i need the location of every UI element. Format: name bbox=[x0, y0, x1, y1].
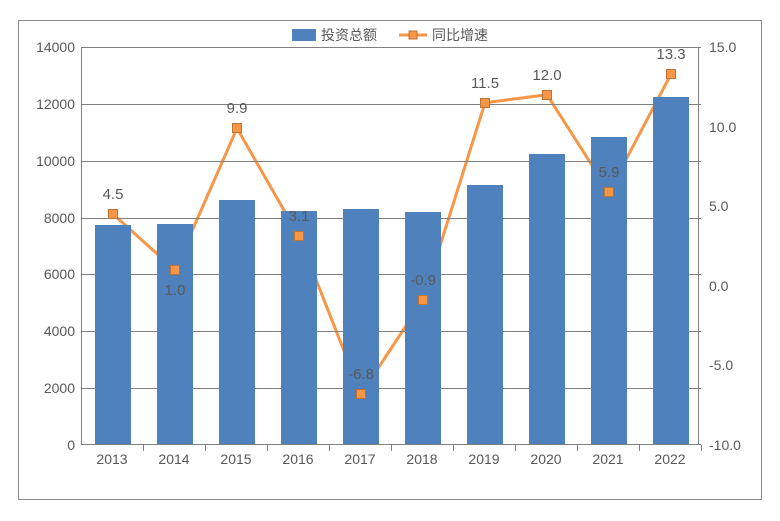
legend-item-bar: 投资总额 bbox=[292, 25, 377, 45]
line-marker bbox=[480, 98, 490, 108]
x-tick-label: 2013 bbox=[96, 451, 127, 467]
y-left-tick-label: 2000 bbox=[44, 380, 75, 396]
bar bbox=[529, 154, 565, 444]
line-data-label: -6.8 bbox=[348, 366, 374, 383]
line-marker bbox=[232, 123, 242, 133]
x-tick bbox=[205, 445, 206, 451]
line-marker bbox=[170, 265, 180, 275]
y-left-tick-label: 8000 bbox=[44, 210, 75, 226]
legend: 投资总额 同比增速 bbox=[292, 25, 488, 45]
legend-bar-label: 投资总额 bbox=[321, 25, 377, 45]
line-marker bbox=[666, 69, 676, 79]
y-right-tick-label: 5.0 bbox=[709, 198, 728, 214]
x-tick-label: 2018 bbox=[406, 451, 437, 467]
line-marker bbox=[294, 231, 304, 241]
legend-bar-swatch bbox=[292, 29, 316, 41]
y-left-tick-label: 12000 bbox=[36, 96, 75, 112]
y-right-tick-label: 15.0 bbox=[709, 39, 736, 55]
x-tick-label: 2016 bbox=[282, 451, 313, 467]
y-left-tick-label: 6000 bbox=[44, 266, 75, 282]
x-tick-label: 2014 bbox=[158, 451, 189, 467]
x-tick bbox=[701, 445, 702, 451]
line-data-label: 9.9 bbox=[227, 100, 248, 117]
gridline bbox=[82, 47, 701, 48]
y-right-tick-label: 10.0 bbox=[709, 119, 736, 135]
bar bbox=[405, 212, 441, 444]
x-tick-label: 2015 bbox=[220, 451, 251, 467]
line-data-label: 4.5 bbox=[103, 186, 124, 203]
bar bbox=[591, 137, 627, 444]
x-tick bbox=[391, 445, 392, 451]
line-data-label: 3.1 bbox=[289, 208, 310, 225]
x-tick bbox=[639, 445, 640, 451]
plot-right-border bbox=[698, 47, 699, 445]
line-data-label: 11.5 bbox=[471, 75, 499, 92]
line-marker bbox=[418, 295, 428, 305]
y-left-tick-label: 10000 bbox=[36, 153, 75, 169]
x-tick bbox=[577, 445, 578, 451]
x-tick-label: 2021 bbox=[592, 451, 623, 467]
line-marker bbox=[542, 90, 552, 100]
x-tick bbox=[267, 445, 268, 451]
legend-line-label: 同比增速 bbox=[432, 25, 488, 45]
y-right-tick-label: 0.0 bbox=[709, 278, 728, 294]
x-tick bbox=[329, 445, 330, 451]
bar bbox=[343, 209, 379, 444]
x-tick-label: 2017 bbox=[344, 451, 375, 467]
bar bbox=[281, 211, 317, 444]
gridline bbox=[82, 104, 701, 105]
x-tick-label: 2020 bbox=[530, 451, 561, 467]
x-tick bbox=[143, 445, 144, 451]
line-data-label: 1.0 bbox=[165, 282, 186, 299]
legend-line-swatch bbox=[399, 29, 427, 41]
y-left-tick-label: 0 bbox=[67, 437, 75, 453]
bar bbox=[467, 185, 503, 444]
line-data-label: 5.9 bbox=[599, 164, 620, 181]
y-left-tick-label: 14000 bbox=[36, 39, 75, 55]
x-tick-label: 2019 bbox=[468, 451, 499, 467]
x-tick-label: 2022 bbox=[654, 451, 685, 467]
bar bbox=[653, 97, 689, 444]
y-right-tick-label: -10.0 bbox=[709, 437, 741, 453]
bar bbox=[157, 224, 193, 444]
line-marker bbox=[108, 209, 118, 219]
x-tick bbox=[515, 445, 516, 451]
legend-item-line: 同比增速 bbox=[399, 25, 488, 45]
plot-area: 4.5 1.0 9.9 3.1 -6.8 -0.9 11.5 12.0 5.9 13.3 bbox=[81, 47, 701, 445]
x-tick bbox=[453, 445, 454, 451]
line-marker bbox=[356, 389, 366, 399]
line-data-label: 12.0 bbox=[532, 67, 561, 84]
bar bbox=[219, 200, 255, 444]
line-data-label: 13.3 bbox=[656, 46, 685, 63]
line-marker bbox=[604, 187, 614, 197]
line-data-label: -0.9 bbox=[410, 272, 436, 289]
bar bbox=[95, 225, 131, 444]
y-left-tick-label: 4000 bbox=[44, 323, 75, 339]
y-right-tick-label: -5.0 bbox=[709, 357, 733, 373]
chart-container: 投资总额 同比增速 4.5 1.0 9.9 3.1 -6.8 -0.9 11.5 12.0 5.… bbox=[18, 20, 762, 500]
